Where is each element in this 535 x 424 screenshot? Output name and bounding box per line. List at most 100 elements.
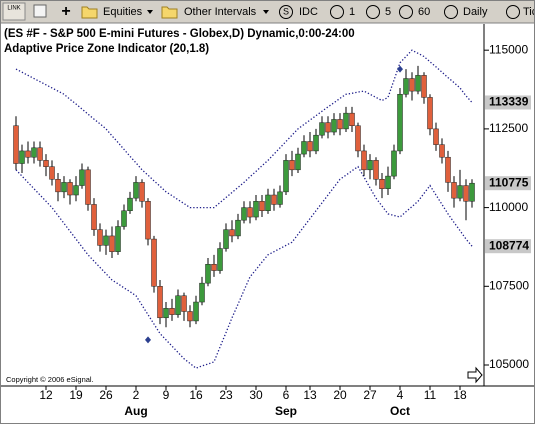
candle-body	[355, 125, 361, 152]
candle-body	[49, 166, 55, 180]
candle-body	[253, 201, 259, 218]
toolbar-item[interactable]: 60	[418, 6, 430, 18]
candle-body	[139, 182, 145, 202]
x-tick-label: 20	[333, 388, 347, 402]
icon	[366, 5, 380, 19]
month-label: Aug	[124, 404, 147, 418]
candle-body	[199, 282, 205, 303]
scroll-arrow[interactable]	[467, 366, 483, 384]
toolbar-item[interactable]: Equities	[103, 6, 143, 18]
candle-body	[313, 134, 319, 152]
toolbar-item[interactable]: 5	[385, 6, 391, 18]
candle-body	[367, 160, 373, 171]
candle-body	[325, 122, 331, 133]
price-marker-label: 110775	[489, 175, 529, 189]
candle-body	[319, 122, 325, 136]
link-button[interactable]	[2, 2, 26, 21]
candle-body	[31, 147, 37, 158]
candle-body	[37, 147, 43, 161]
x-tick-label: 18	[453, 388, 467, 402]
candle-body	[133, 182, 139, 199]
candle-body	[175, 295, 181, 315]
y-tick-label: 105000	[489, 357, 529, 371]
candle-body	[301, 141, 307, 155]
y-tick-label: 107500	[489, 278, 529, 292]
candle-body	[163, 308, 169, 319]
candle-body	[463, 185, 469, 202]
candle-body	[247, 207, 253, 218]
candle-body	[103, 235, 109, 246]
icon	[506, 5, 520, 19]
price-marker	[485, 239, 531, 254]
candle-body	[127, 197, 133, 211]
chart-title: (ES #F - S&P 500 E-mini Futures - Globex…	[4, 28, 355, 40]
month-label: Sep	[275, 404, 297, 418]
icon	[279, 5, 293, 19]
candle-body	[397, 94, 403, 152]
candle-body	[169, 308, 175, 315]
candle-body	[187, 311, 193, 322]
icon	[399, 5, 413, 19]
candle-body	[331, 119, 337, 133]
candle-body	[229, 229, 235, 237]
signal	[145, 336, 151, 344]
x-tick-label: 26	[99, 388, 113, 402]
icon[interactable]	[33, 4, 47, 18]
candle-body	[217, 248, 223, 271]
candle-body	[85, 169, 91, 205]
candle-body	[109, 235, 115, 252]
copyright: Copyright © 2006 eSignal.	[6, 375, 94, 384]
price-marker-label: 108774	[489, 238, 529, 252]
x-tick-label: 9	[163, 388, 170, 402]
candle-body	[451, 182, 457, 199]
candle-body	[91, 204, 97, 230]
candle-body	[415, 75, 421, 92]
candle-body	[79, 169, 85, 186]
toolbar-item[interactable]: IDC	[299, 6, 318, 18]
candle-body	[409, 78, 415, 92]
candle-body	[211, 264, 217, 271]
x-tick-label: 19	[69, 388, 83, 402]
icon	[330, 5, 344, 19]
candle-body	[433, 128, 439, 145]
icon	[444, 5, 458, 19]
x-tick-label: 6	[283, 388, 290, 402]
price-marker-label: 113339	[489, 95, 529, 109]
x-tick-label: 4	[397, 388, 404, 402]
candle-body	[67, 182, 73, 196]
toolbar-item[interactable]: S	[283, 6, 289, 16]
folder-icon	[81, 6, 98, 19]
y-tick-label: 112500	[489, 121, 528, 135]
dropdown-arrow	[263, 10, 269, 14]
chart-subtitle: Adaptive Price Zone Indicator (20,1.8)	[4, 43, 209, 55]
toolbar-item[interactable]: Daily	[463, 6, 488, 18]
candle-body	[289, 160, 295, 171]
candle-body	[235, 219, 241, 237]
x-tick-label: 11	[424, 388, 437, 402]
candle-body	[361, 150, 367, 171]
candle-body	[265, 194, 271, 211]
y-tick-label: 110000	[489, 200, 528, 214]
candle-body	[349, 112, 355, 126]
candle-body	[61, 182, 67, 193]
candle-body	[271, 194, 277, 205]
candle-body	[151, 238, 157, 287]
toolbar-item[interactable]: Tick	[523, 6, 535, 18]
x-tick-label: 27	[363, 388, 377, 402]
candle-body	[295, 153, 301, 171]
candle-body	[385, 175, 391, 189]
candle-body	[25, 150, 31, 158]
candle-body	[121, 210, 127, 227]
x-tick-label: 13	[303, 388, 317, 402]
candle-body	[223, 229, 229, 249]
toolbar-item[interactable]: Other Intervals	[184, 6, 257, 18]
candle-body	[145, 201, 151, 240]
candle-body	[55, 179, 61, 193]
month-label: Oct	[390, 404, 410, 418]
candle-body	[403, 78, 409, 95]
candle-body	[307, 141, 313, 152]
add-button[interactable]: +	[61, 3, 70, 20]
link-label: LINK	[7, 6, 20, 12]
candle-body	[115, 226, 121, 252]
toolbar-item[interactable]: 1	[349, 6, 355, 18]
